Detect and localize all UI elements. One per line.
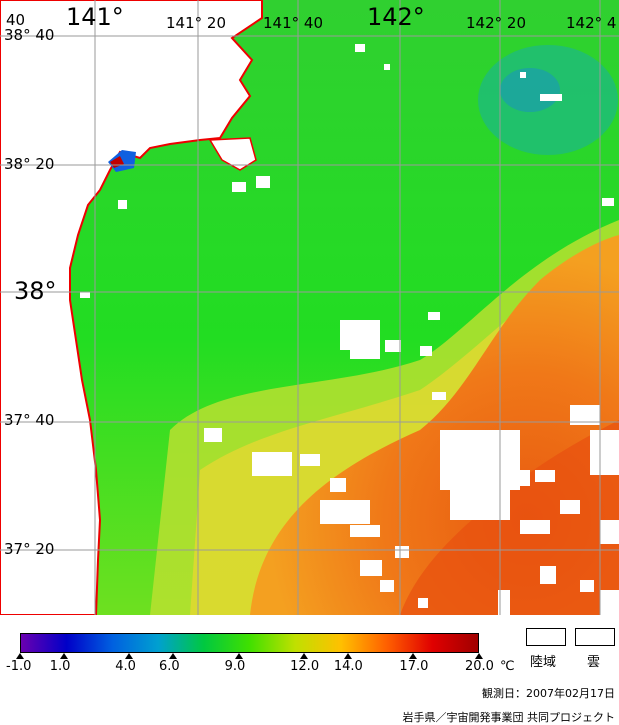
lon-label-142: 142°: [367, 3, 425, 31]
colorbar-tick-label: 12.0: [290, 659, 320, 674]
lon-label-141-20: 141° 20: [166, 14, 226, 32]
colorbar-tick: [475, 653, 483, 659]
lat-label-38: 38°: [14, 277, 57, 305]
observation-date: 観測日：2007年02月17日: [482, 687, 615, 700]
lat-label-37-20: 37° 20: [4, 540, 55, 558]
colorbar-tick: [409, 653, 418, 659]
colorbar-tick-label: 20.0: [465, 659, 494, 674]
sea-temperature-map: [0, 0, 619, 615]
temperature-colorbar: [20, 633, 479, 653]
land-area: [0, 0, 263, 615]
colorbar-tick-label: 9.0: [224, 659, 246, 674]
land-legend-box: [526, 628, 566, 646]
colorbar-tick-label: 17.0: [399, 659, 429, 674]
colorbar-tick: [59, 653, 68, 659]
lat-label-37-40: 37° 40: [4, 411, 55, 429]
colorbar-tick-label: 14.0: [333, 659, 363, 674]
colorbar-tick: [300, 653, 309, 659]
colorbar-unit: ℃: [500, 659, 515, 674]
colorbar-tick: [16, 653, 24, 659]
cloud-legend-box: [575, 628, 615, 646]
lon-label-142-40: 142° 4: [566, 14, 617, 32]
colorbar-tick-label: 1.0: [49, 659, 71, 674]
land-legend-label: 陸域: [530, 655, 557, 670]
lon-label-141: 141°: [66, 3, 124, 31]
lat-label-38-40: 38° 40: [4, 26, 55, 44]
lat-label-38-20: 38° 20: [4, 155, 55, 173]
colorbar-tick-label: -1.0: [6, 659, 32, 674]
coordinate-grid: [0, 0, 619, 615]
colorbar-tick-label: 6.0: [159, 659, 180, 674]
colorbar-tick: [234, 653, 243, 659]
lon-label-141-40: 141° 40: [263, 14, 323, 32]
lon-label-142-20: 142° 20: [466, 14, 526, 32]
cold-water-patch-2: [500, 68, 560, 112]
colorbar-tick-label: 4.0: [115, 659, 136, 674]
colorbar-tick: [125, 653, 134, 659]
credit-line: 岩手県／宇宙開発事業団 共同プロジェクト: [402, 711, 616, 724]
corner-label: 40: [6, 11, 26, 29]
cloud-legend-label: 雲: [587, 655, 601, 670]
cloud-patches: [80, 44, 619, 615]
colorbar-tick: [169, 653, 177, 659]
colorbar-tick: [343, 653, 352, 659]
